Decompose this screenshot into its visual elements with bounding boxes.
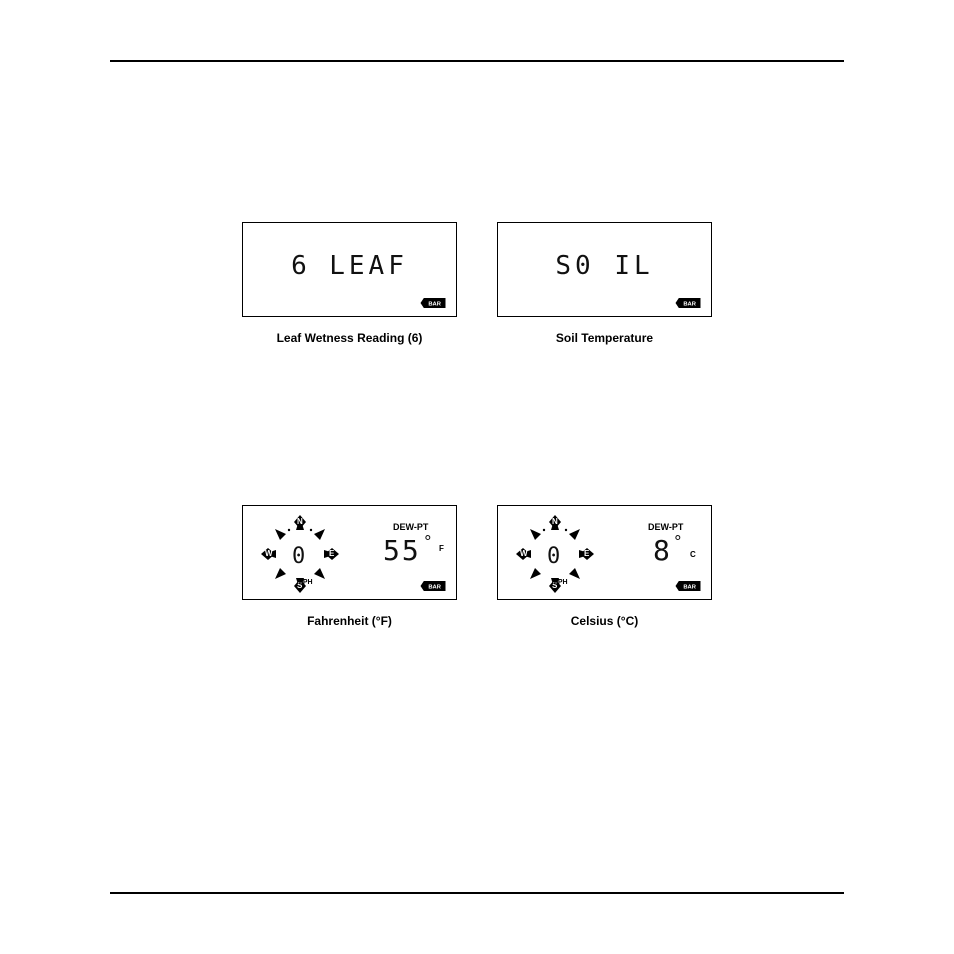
fahrenheit-caption: Fahrenheit (°F): [242, 614, 457, 628]
bar-label: BAR: [683, 302, 696, 308]
soil-temp-caption: Soil Temperature: [497, 331, 712, 345]
wind-value: 0: [292, 544, 305, 569]
display-row-1: 6 LEAF BAR Leaf Wetness Reading (6) S0 I…: [110, 222, 844, 345]
compass-e: E: [329, 549, 334, 558]
compass-group: N S W E 0 MPH: [508, 514, 603, 594]
bar-icon: BAR: [420, 581, 446, 591]
degree-icon: °: [423, 532, 433, 551]
degree-icon: °: [673, 532, 683, 551]
temp-value-c: 8: [653, 534, 672, 567]
display-row-2: N S W E 0 MPH DEW-PT 55 ° F BAR Fahrenhe…: [110, 505, 844, 628]
leaf-wetness-display: 6 LEAF BAR: [242, 222, 457, 317]
bar-icon: BAR: [675, 581, 701, 591]
compass-w: W: [520, 549, 528, 558]
fahrenheit-block: N S W E 0 MPH DEW-PT 55 ° F BAR Fahrenhe…: [242, 505, 457, 628]
compass-n: N: [297, 517, 303, 526]
soil-temp-text: S0 IL: [555, 251, 653, 281]
leaf-wetness-block: 6 LEAF BAR Leaf Wetness Reading (6): [242, 222, 457, 345]
compass-n: N: [552, 517, 558, 526]
fahrenheit-display: N S W E 0 MPH DEW-PT 55 ° F BAR: [242, 505, 457, 600]
leaf-wetness-caption: Leaf Wetness Reading (6): [242, 331, 457, 345]
compass-w: W: [265, 549, 273, 558]
temp-unit-c: C: [690, 550, 696, 559]
document-page: 6 LEAF BAR Leaf Wetness Reading (6) S0 I…: [110, 60, 844, 894]
temp-value-f: 55: [383, 534, 421, 567]
compass-e: E: [584, 549, 589, 558]
leaf-wetness-value: 6: [291, 251, 311, 281]
bar-icon: BAR: [420, 298, 446, 308]
compass-group: N S W E 0 MPH: [253, 514, 348, 594]
wind-value: 0: [547, 544, 560, 569]
soil-temp-readout: S0 IL: [498, 251, 711, 281]
wind-unit: MPH: [552, 579, 568, 586]
wind-unit: MPH: [297, 579, 313, 586]
bar-label: BAR: [428, 302, 441, 308]
dewpt-label: DEW-PT: [648, 522, 683, 532]
celsius-block: N S W E 0 MPH DEW-PT 8 ° C BAR Celsius (…: [497, 505, 712, 628]
dewpt-label: DEW-PT: [393, 522, 428, 532]
soil-temp-display: S0 IL BAR: [497, 222, 712, 317]
leaf-wetness-text: LEAF: [329, 251, 408, 281]
bar-icon: BAR: [675, 298, 701, 308]
temp-unit-f: F: [439, 544, 444, 553]
bar-label: BAR: [683, 585, 696, 591]
leaf-wetness-readout: 6 LEAF: [243, 251, 456, 281]
celsius-caption: Celsius (°C): [497, 614, 712, 628]
celsius-display: N S W E 0 MPH DEW-PT 8 ° C BAR: [497, 505, 712, 600]
bar-label: BAR: [428, 585, 441, 591]
soil-temp-block: S0 IL BAR Soil Temperature: [497, 222, 712, 345]
